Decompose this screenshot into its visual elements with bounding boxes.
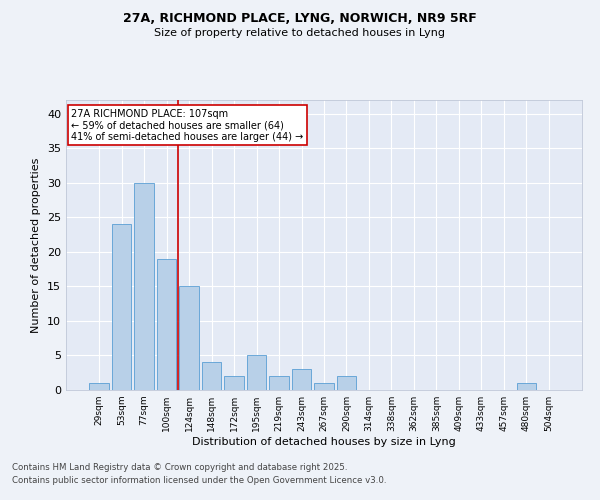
Bar xyxy=(134,183,154,390)
Bar xyxy=(292,370,311,390)
Bar xyxy=(247,356,266,390)
Bar xyxy=(517,383,536,390)
Text: Contains HM Land Registry data © Crown copyright and database right 2025.: Contains HM Land Registry data © Crown c… xyxy=(12,464,347,472)
Bar xyxy=(89,383,109,390)
Bar xyxy=(314,383,334,390)
Text: Contains public sector information licensed under the Open Government Licence v3: Contains public sector information licen… xyxy=(12,476,386,485)
Text: Size of property relative to detached houses in Lyng: Size of property relative to detached ho… xyxy=(155,28,445,38)
Bar xyxy=(112,224,131,390)
Bar xyxy=(179,286,199,390)
Bar xyxy=(337,376,356,390)
Text: 27A, RICHMOND PLACE, LYNG, NORWICH, NR9 5RF: 27A, RICHMOND PLACE, LYNG, NORWICH, NR9 … xyxy=(123,12,477,26)
Bar xyxy=(224,376,244,390)
Text: 27A RICHMOND PLACE: 107sqm
← 59% of detached houses are smaller (64)
41% of semi: 27A RICHMOND PLACE: 107sqm ← 59% of deta… xyxy=(71,108,304,142)
Y-axis label: Number of detached properties: Number of detached properties xyxy=(31,158,41,332)
Bar xyxy=(202,362,221,390)
Bar xyxy=(157,259,176,390)
Bar xyxy=(269,376,289,390)
X-axis label: Distribution of detached houses by size in Lyng: Distribution of detached houses by size … xyxy=(192,437,456,447)
